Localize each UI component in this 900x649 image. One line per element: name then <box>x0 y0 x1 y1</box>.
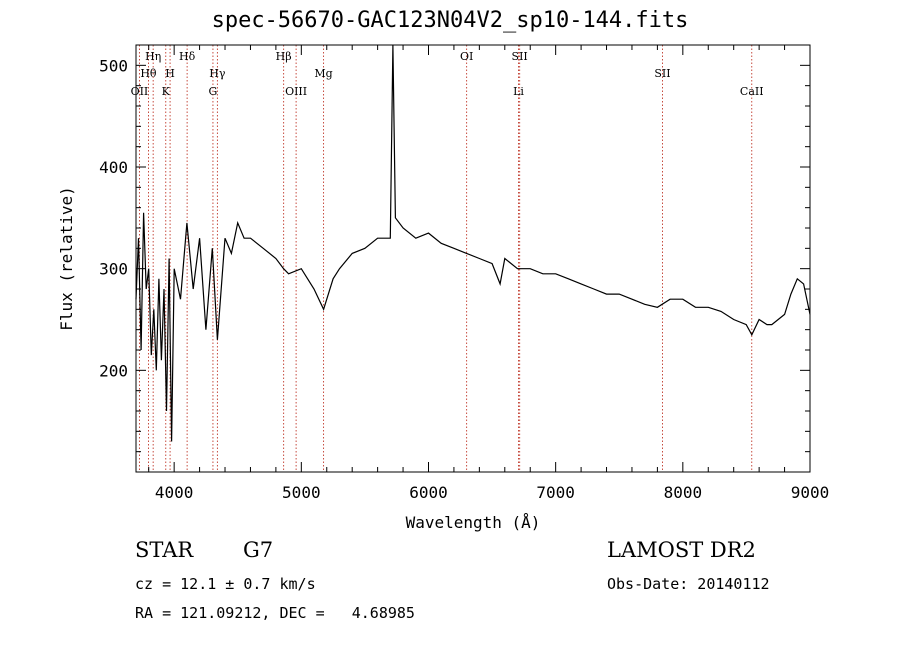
line-label-2: Hη <box>145 50 161 63</box>
x-tick-label-1: 5000 <box>282 483 321 502</box>
y-tick-label-0: 200 <box>99 361 128 380</box>
survey-name: LAMOST DR2 <box>607 538 756 562</box>
tick-labels: 4000 5000 6000 7000 8000 9000 200 300 400 500 <box>99 56 829 502</box>
x-tick-label-0: 4000 <box>155 483 194 502</box>
y-tick-label-3: 500 <box>99 56 128 75</box>
coordinates: RA = 121.09212, DEC = 4.68985 <box>135 604 415 622</box>
line-label-8: Hβ <box>276 50 292 63</box>
y-tick-label-1: 300 <box>99 260 128 279</box>
line-label-13: Li <box>513 85 524 98</box>
line-label-12: SII <box>512 50 528 63</box>
object-class: STAR <box>135 538 194 562</box>
line-label-0: OII <box>131 85 149 98</box>
x-tick-label-2: 6000 <box>409 483 448 502</box>
line-label-15: CaII <box>740 85 764 98</box>
line-label-14: SII <box>654 67 670 80</box>
x-tick-label-5: 9000 <box>791 483 830 502</box>
line-label-11: OI <box>460 50 473 63</box>
y-axis-label: Flux (relative) <box>57 186 76 331</box>
line-markers: OII Hθ Hη KH Hδ G Hγ Hβ OIII Mg OI SII Li SII CaII <box>131 45 764 472</box>
object-subclass: G7 <box>243 538 274 562</box>
line-label-9: OIII <box>285 85 307 98</box>
x-tick-label-3: 7000 <box>536 483 575 502</box>
line-label-5: Hδ <box>179 50 196 63</box>
spectrum-line <box>135 44 811 442</box>
line-label-1: Hθ <box>140 67 157 80</box>
obs-date: Obs-Date: 20140112 <box>607 575 770 593</box>
plot-frame <box>135 44 811 473</box>
line-label-3: K <box>162 85 171 98</box>
chart-title: spec-56670-GAC123N04V2_sp10-144.fits <box>211 8 689 33</box>
line-label-6: G <box>209 85 218 98</box>
redshift-text: cz = 12.1 ± 0.7 km/s <box>135 575 316 593</box>
x-axis-label: Wavelength (Å) <box>406 513 541 532</box>
y-tick-label-2: 400 <box>99 158 128 177</box>
line-label-4: H <box>165 67 175 80</box>
axis-ticks <box>136 44 810 472</box>
line-label-7: Hγ <box>209 67 226 80</box>
x-tick-label-4: 8000 <box>664 483 703 502</box>
line-label-10: Mg <box>314 67 332 80</box>
